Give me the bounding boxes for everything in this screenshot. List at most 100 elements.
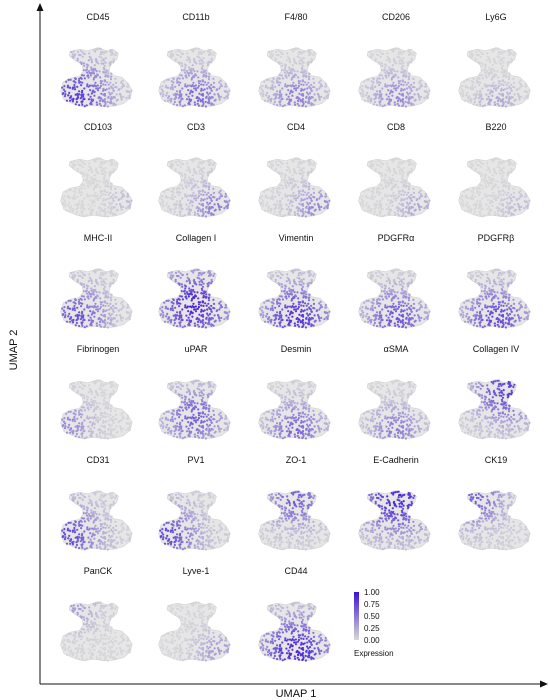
cell-point [393,59,396,62]
cell-point [81,191,84,194]
cell-point [182,290,186,293]
cell-point [401,189,405,192]
cell-point [307,302,310,305]
cell-point [485,70,489,73]
cell-point [490,49,493,52]
cell-point [469,100,472,103]
cell-point [362,311,365,314]
cell-point [200,168,203,171]
cell-point [512,187,515,190]
cell-point [205,205,208,208]
cell-point [176,90,179,93]
cell-point [213,272,216,275]
cell-point [203,180,206,183]
cell-point [181,77,184,80]
cell-point [294,213,297,216]
cell-point [416,202,420,206]
cell-point [382,290,386,293]
cell-point [395,317,398,321]
cell-point [307,60,310,63]
cell-point [288,178,291,181]
cell-point [94,158,97,161]
cell-point [412,191,416,194]
cell-point [274,271,278,274]
cell-point [180,295,183,298]
cell-point [180,172,183,175]
cell-point [87,297,90,300]
cell-point [197,163,200,166]
cell-point [304,81,307,84]
cell-point [188,178,191,181]
cell-point [296,70,299,73]
cell-point [104,89,107,92]
cell-point [293,197,296,200]
cell-point [387,205,390,208]
cell-point [193,322,196,325]
cell-point [207,170,210,173]
cell-point [307,62,310,65]
cell-point [399,210,402,213]
cell-point [159,86,162,89]
cell-point [115,272,118,275]
cell-point [496,55,499,58]
cell-point [293,101,296,104]
cell-point [105,70,108,73]
cell-point [179,103,182,106]
cell-point [101,301,104,304]
cell-point [97,172,100,175]
cell-point [287,72,290,75]
cell-point [204,326,207,329]
cell-point [284,176,287,179]
cell-point [104,57,107,60]
cell-point [201,285,204,288]
cell-point [307,318,310,321]
cell-point [267,99,270,102]
cell-point [212,187,215,190]
cell-point [500,197,503,200]
cell-point [174,202,177,205]
cell-point [196,165,199,168]
cell-point [480,179,483,182]
cell-point [204,81,207,84]
cell-point [205,182,208,185]
cell-point [82,290,85,293]
cell-point [398,62,401,65]
cell-point [96,310,100,313]
cell-point [474,92,477,95]
cell-point [477,49,480,53]
cell-point [466,91,469,94]
cell-point [87,295,90,298]
cell-point [298,283,301,286]
cell-point [301,210,304,213]
cell-point [62,309,65,312]
cell-point [491,174,494,177]
cell-point [95,101,98,104]
cell-point [402,278,405,281]
cell-point [488,178,491,181]
cell-point [520,194,524,198]
cell-point [101,100,104,103]
cell-point [181,162,184,166]
cell-point [519,193,523,196]
cell-point [282,179,286,182]
cell-point [277,297,280,300]
cell-point [73,83,76,87]
cell-point [290,270,293,273]
cell-point [228,310,231,313]
cell-point [298,202,301,205]
cell-point [270,277,273,280]
cell-point [185,98,189,101]
cell-point [100,166,103,169]
cell-point [381,207,384,210]
cell-point [379,324,382,327]
cell-point [384,181,387,184]
cell-point [93,94,96,97]
cell-point [512,81,516,84]
cell-point [285,76,288,79]
cell-point [114,163,117,167]
cell-point [307,170,310,173]
cell-point [105,180,108,183]
cell-point [92,89,95,92]
cell-point [470,190,473,193]
cell-point [71,100,74,103]
